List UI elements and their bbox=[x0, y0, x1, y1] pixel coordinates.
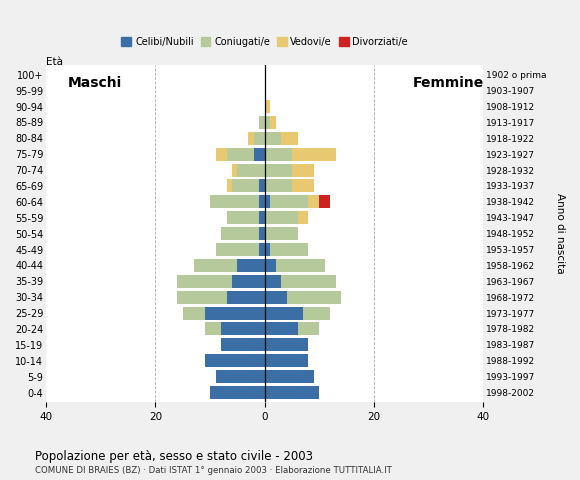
Bar bbox=[194, 259, 237, 272]
Bar bbox=[287, 291, 341, 304]
Bar bbox=[270, 243, 309, 256]
Bar bbox=[237, 259, 265, 272]
Bar bbox=[265, 307, 303, 320]
Bar bbox=[177, 291, 227, 304]
Bar bbox=[259, 211, 265, 224]
Bar bbox=[281, 132, 298, 145]
Bar bbox=[265, 291, 287, 304]
Bar bbox=[320, 195, 331, 208]
Bar bbox=[265, 243, 270, 256]
Bar bbox=[205, 307, 265, 320]
Bar bbox=[259, 243, 265, 256]
Bar bbox=[259, 116, 265, 129]
Bar bbox=[248, 132, 254, 145]
Bar bbox=[265, 227, 298, 240]
Bar bbox=[281, 275, 336, 288]
Bar bbox=[216, 370, 265, 383]
Bar bbox=[309, 195, 320, 208]
Text: Popolazione per età, sesso e stato civile - 2003: Popolazione per età, sesso e stato civil… bbox=[35, 450, 313, 463]
Text: Età: Età bbox=[46, 57, 63, 67]
Bar bbox=[270, 116, 276, 129]
Bar bbox=[265, 370, 314, 383]
Bar bbox=[265, 116, 270, 129]
Bar bbox=[292, 148, 336, 161]
Bar bbox=[210, 386, 265, 399]
Bar bbox=[265, 148, 292, 161]
Bar bbox=[270, 195, 309, 208]
Bar bbox=[183, 307, 205, 320]
Bar bbox=[265, 354, 309, 367]
Y-axis label: Anno di nascita: Anno di nascita bbox=[555, 193, 565, 274]
Bar bbox=[265, 195, 270, 208]
Bar bbox=[265, 259, 276, 272]
Bar bbox=[210, 195, 259, 208]
Bar bbox=[227, 148, 254, 161]
Bar bbox=[232, 275, 265, 288]
Bar bbox=[216, 243, 259, 256]
Text: COMUNE DI BRAIES (BZ) · Dati ISTAT 1° gennaio 2003 · Elaborazione TUTTITALIA.IT: COMUNE DI BRAIES (BZ) · Dati ISTAT 1° ge… bbox=[35, 466, 392, 475]
Bar bbox=[227, 180, 232, 192]
Bar bbox=[205, 323, 221, 336]
Bar bbox=[292, 164, 314, 177]
Bar bbox=[265, 323, 298, 336]
Legend: Celibi/Nubili, Coniugati/e, Vedovi/e, Divorziati/e: Celibi/Nubili, Coniugati/e, Vedovi/e, Di… bbox=[118, 33, 412, 51]
Bar bbox=[303, 307, 331, 320]
Bar bbox=[265, 275, 281, 288]
Bar bbox=[265, 338, 309, 351]
Bar bbox=[265, 132, 281, 145]
Bar bbox=[298, 323, 320, 336]
Text: Maschi: Maschi bbox=[68, 76, 122, 90]
Bar bbox=[259, 227, 265, 240]
Bar bbox=[259, 180, 265, 192]
Bar bbox=[221, 323, 265, 336]
Bar bbox=[276, 259, 325, 272]
Bar bbox=[265, 180, 292, 192]
Bar bbox=[232, 164, 237, 177]
Bar bbox=[232, 180, 259, 192]
Bar bbox=[298, 211, 309, 224]
Bar bbox=[237, 164, 265, 177]
Bar bbox=[265, 386, 320, 399]
Bar bbox=[205, 354, 265, 367]
Bar bbox=[221, 227, 259, 240]
Bar bbox=[227, 211, 259, 224]
Bar bbox=[221, 338, 265, 351]
Bar bbox=[265, 164, 292, 177]
Bar bbox=[265, 100, 270, 113]
Bar bbox=[177, 275, 232, 288]
Bar bbox=[254, 132, 265, 145]
Bar bbox=[216, 148, 227, 161]
Bar bbox=[265, 211, 298, 224]
Text: Femmine: Femmine bbox=[412, 76, 484, 90]
Bar bbox=[227, 291, 265, 304]
Bar bbox=[254, 148, 265, 161]
Bar bbox=[259, 195, 265, 208]
Bar bbox=[292, 180, 314, 192]
